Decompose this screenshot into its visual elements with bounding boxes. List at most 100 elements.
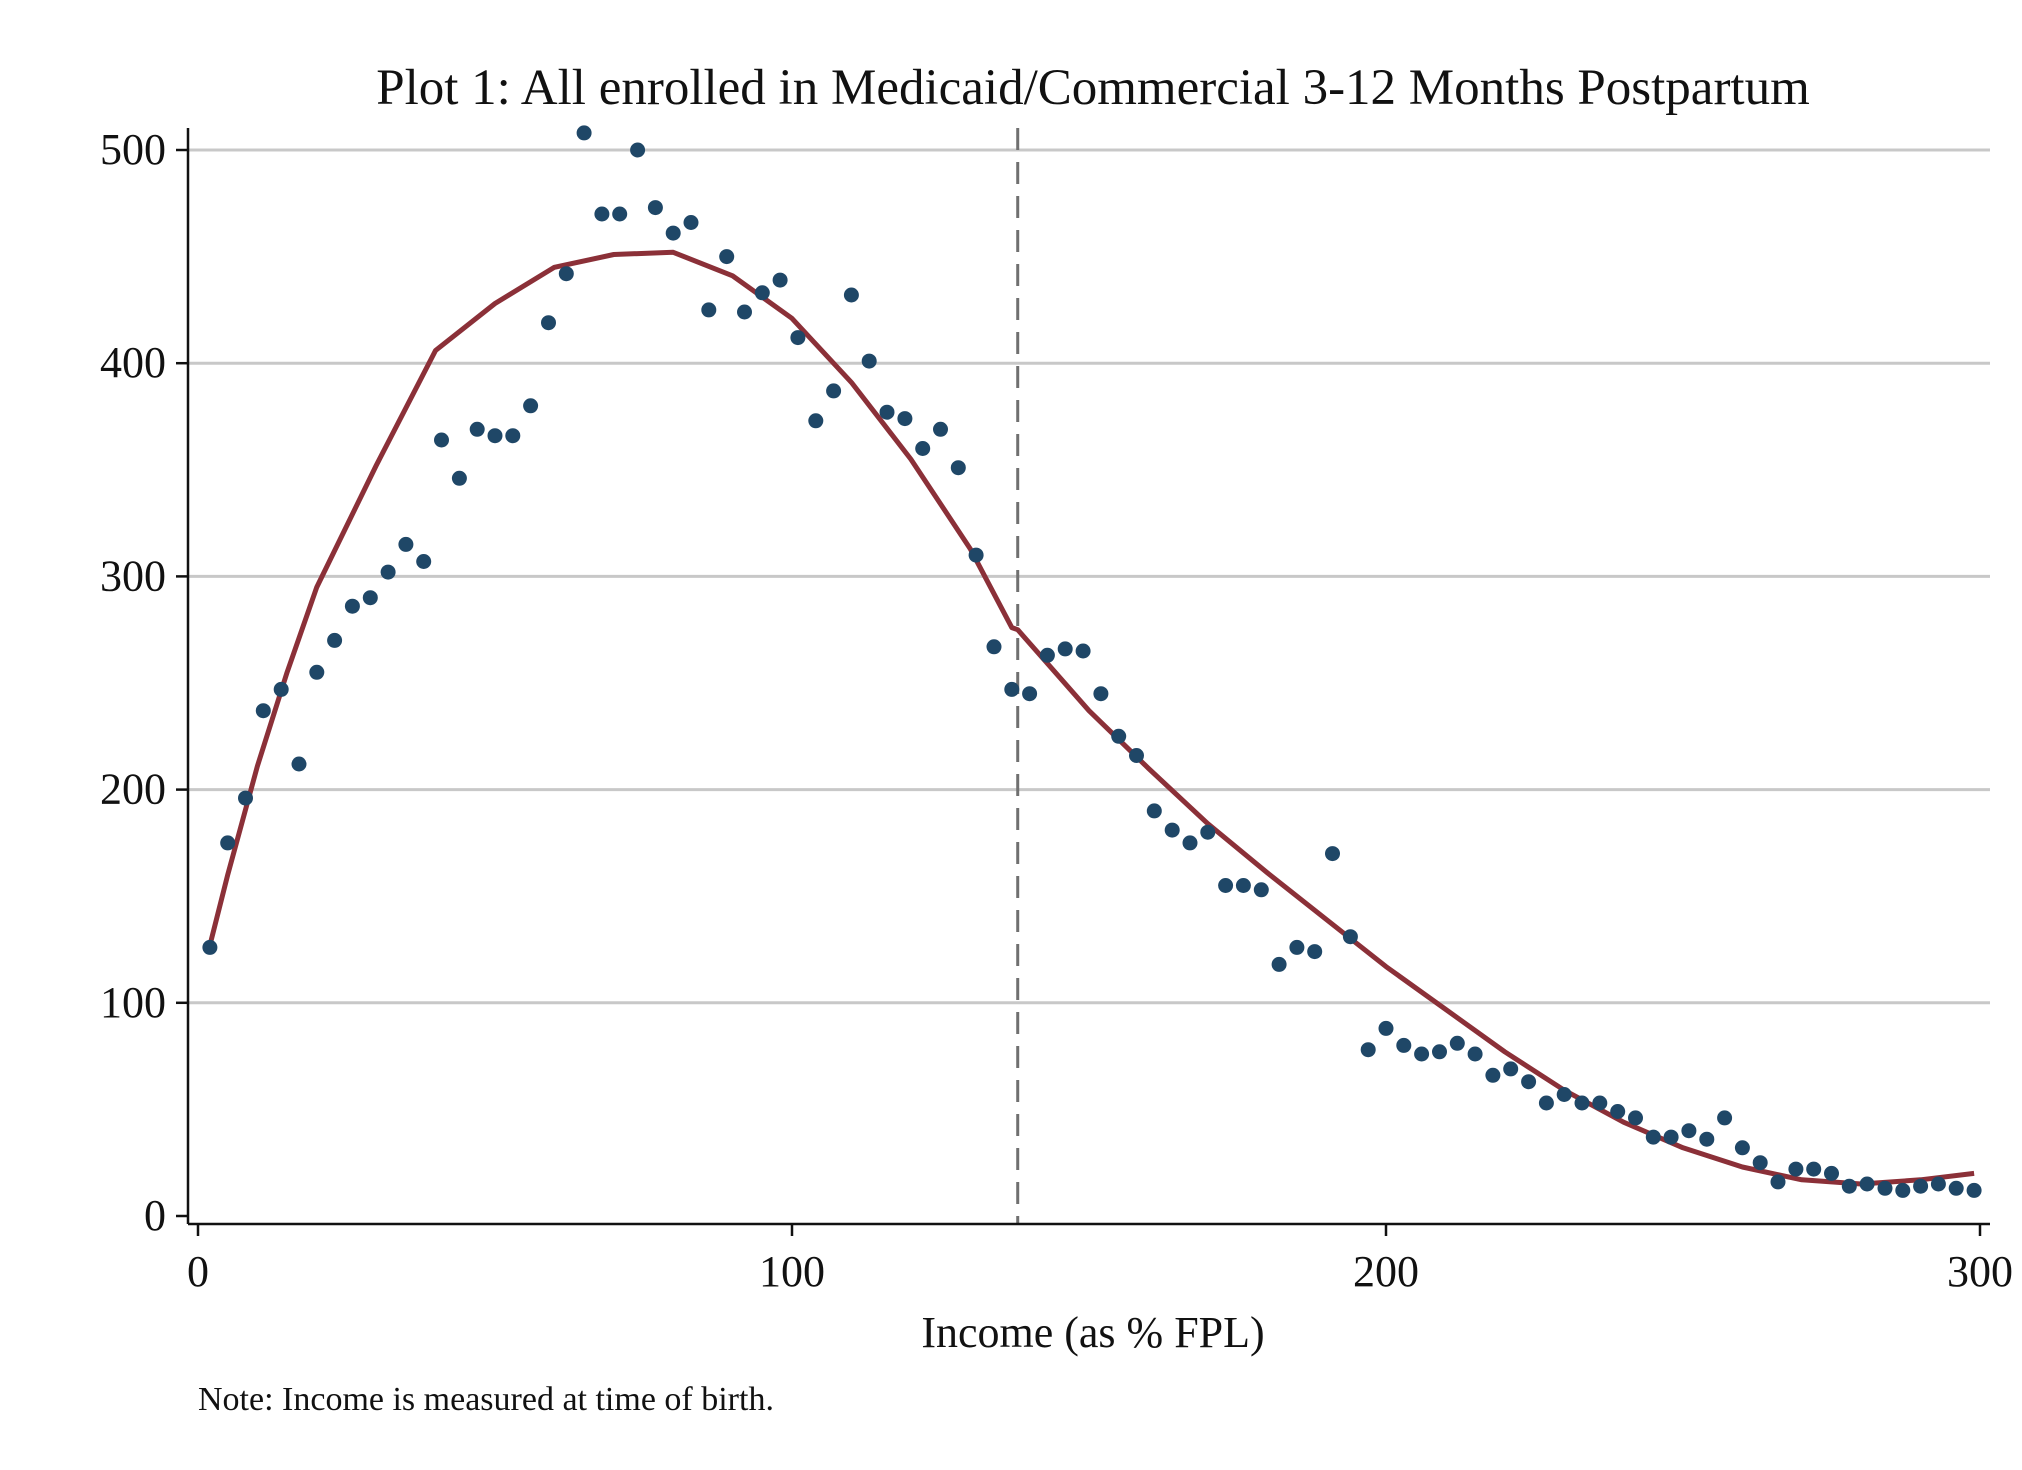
data-point — [647, 200, 663, 216]
data-point — [1645, 1129, 1661, 1145]
data-point — [1093, 686, 1109, 702]
data-point — [1449, 1035, 1465, 1051]
data-point — [380, 564, 396, 580]
data-point — [558, 266, 574, 282]
scatter-points — [202, 125, 1982, 1198]
data-point — [1342, 929, 1358, 945]
data-point — [505, 428, 521, 444]
data-point — [273, 681, 289, 697]
data-point — [790, 330, 806, 346]
data-point — [665, 225, 681, 241]
data-point — [1039, 647, 1055, 663]
data-point — [1057, 641, 1073, 657]
data-point — [897, 411, 913, 427]
data-point — [576, 125, 592, 141]
data-point — [469, 421, 485, 437]
data-point — [1289, 939, 1305, 955]
data-point — [754, 285, 770, 301]
y-tick-label-0: 0 — [144, 1191, 166, 1240]
x-tick-label-100: 100 — [759, 1247, 825, 1296]
data-point — [1253, 882, 1269, 898]
data-point — [1360, 1042, 1376, 1058]
data-point — [594, 206, 610, 222]
data-point — [362, 590, 378, 606]
data-point — [915, 441, 931, 456]
data-point — [1004, 681, 1020, 697]
data-point — [933, 421, 948, 437]
data-point — [986, 639, 1002, 655]
data-point — [398, 536, 414, 552]
data-point — [291, 756, 307, 772]
axes — [176, 128, 1990, 1236]
data-point — [523, 398, 539, 414]
data-point — [451, 470, 467, 486]
data-point — [1325, 846, 1340, 862]
data-point — [1699, 1131, 1715, 1147]
data-point — [950, 460, 966, 476]
data-point — [826, 383, 842, 399]
chart-note: Note: Income is measured at time of birt… — [198, 1381, 774, 1418]
data-point — [238, 790, 253, 806]
data-point — [861, 353, 877, 369]
y-tick-label-400: 400 — [100, 338, 166, 387]
data-point — [1663, 1129, 1679, 1145]
data-point — [1414, 1046, 1430, 1062]
data-point — [1824, 1165, 1839, 1181]
data-point — [255, 703, 271, 719]
tick-labels: 0 100 200 300 400 500 0 100 200 300 — [100, 125, 2013, 1296]
data-point — [541, 315, 556, 331]
data-point — [1218, 878, 1234, 893]
data-point — [1182, 835, 1198, 851]
data-point — [1752, 1155, 1768, 1171]
data-point — [1717, 1110, 1733, 1126]
data-point — [1432, 1044, 1447, 1060]
data-point — [1574, 1095, 1590, 1111]
y-tick-label-500: 500 — [100, 125, 166, 174]
data-point — [1075, 643, 1091, 659]
data-point — [1841, 1178, 1857, 1194]
data-point — [1681, 1123, 1697, 1139]
data-point — [1307, 944, 1323, 960]
data-point — [1146, 803, 1162, 819]
data-point — [220, 835, 236, 851]
chart-title: Plot 1: All enrolled in Medicaid/Commerc… — [376, 60, 1810, 116]
y-tick-label-200: 200 — [100, 765, 166, 814]
data-point — [1235, 878, 1251, 893]
data-point — [968, 547, 984, 563]
data-point — [327, 632, 343, 648]
data-point — [1930, 1176, 1946, 1192]
data-point — [1556, 1087, 1572, 1102]
y-tick-label-100: 100 — [100, 978, 166, 1027]
data-point — [701, 302, 717, 318]
data-point — [1271, 956, 1287, 972]
fitted-curve — [207, 249, 1975, 1187]
data-point — [808, 413, 824, 429]
data-point — [1610, 1104, 1626, 1119]
data-point — [434, 432, 449, 448]
y-tick-label-300: 300 — [100, 551, 166, 600]
data-point — [1022, 686, 1038, 702]
data-point — [1396, 1037, 1412, 1053]
x-tick-label-200: 200 — [1353, 1247, 1419, 1296]
data-point — [1895, 1182, 1911, 1198]
data-point — [1948, 1180, 1964, 1196]
x-axis-title: Income (as % FPL) — [921, 1308, 1264, 1357]
data-point — [1467, 1046, 1483, 1062]
data-point — [772, 272, 788, 288]
data-point — [1734, 1140, 1750, 1156]
x-tick-label-300: 300 — [1947, 1247, 2013, 1296]
data-point — [1913, 1178, 1929, 1194]
data-point — [1538, 1095, 1554, 1111]
data-point — [737, 304, 752, 320]
data-point — [683, 215, 699, 230]
data-point — [1485, 1067, 1501, 1083]
data-point — [1806, 1161, 1822, 1177]
data-point — [1788, 1161, 1804, 1177]
gridlines — [188, 148, 1990, 1005]
x-tick-label-0: 0 — [187, 1247, 209, 1296]
data-point — [843, 287, 859, 303]
data-point — [1503, 1061, 1519, 1077]
data-point — [1521, 1074, 1537, 1090]
data-point — [1628, 1110, 1643, 1126]
